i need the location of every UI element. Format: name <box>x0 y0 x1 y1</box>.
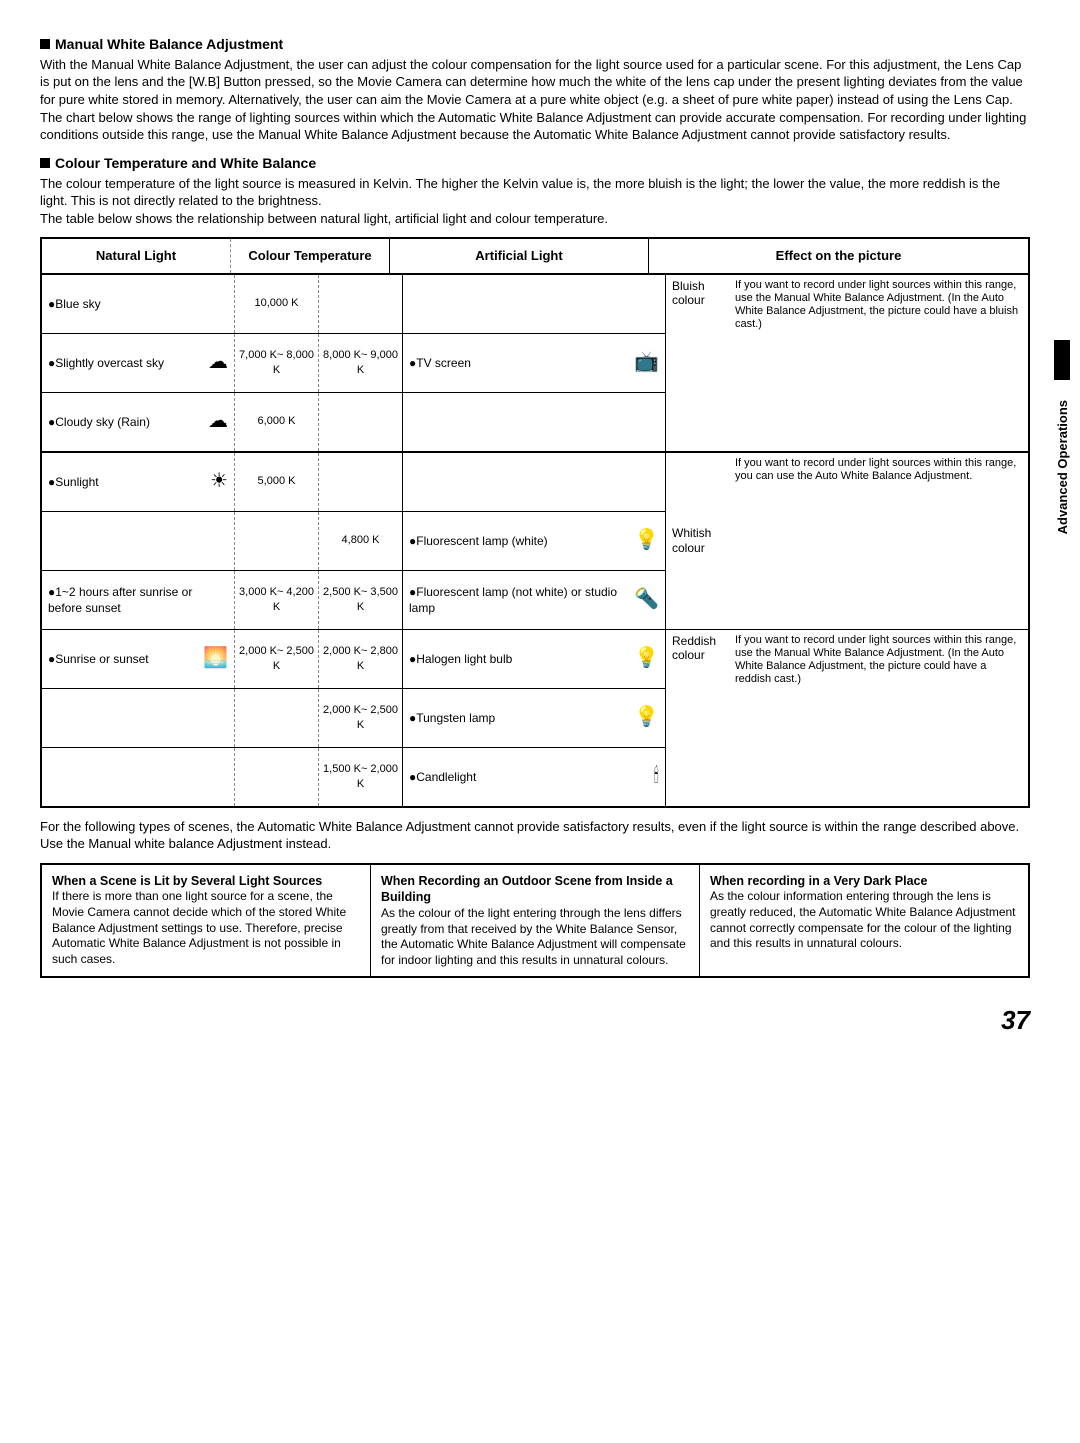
ct2-7: 2,000 K~ 2,500 K <box>319 689 403 747</box>
tv-icon: 📺 <box>634 349 659 376</box>
ct1-7 <box>235 689 319 747</box>
section2-body: The colour temperature of the light sour… <box>40 175 1030 228</box>
box2-title: When recording in a Very Dark Place <box>710 874 927 888</box>
al-6: ●Halogen light bulb💡 <box>403 630 666 688</box>
nl-1: ●Slightly overcast sky☁ <box>42 334 235 392</box>
ct2-3 <box>319 453 403 511</box>
lamp-icon: 🔦 <box>634 586 659 613</box>
nl-2: ●Cloudy sky (Rain)☁ <box>42 393 235 451</box>
th-natural-light: Natural Light <box>42 239 231 273</box>
nl-5: ●1~2 hours after sunrise or before sunse… <box>42 571 235 629</box>
reddish-text: If you want to record under light source… <box>727 634 1022 802</box>
nl-0: ●Blue sky <box>42 275 235 333</box>
candle-icon: 🕯 <box>653 763 659 790</box>
sun-icon: ☀ <box>210 468 228 495</box>
al-2 <box>403 393 666 451</box>
ct2-1: 8,000 K~ 9,000 K <box>319 334 403 392</box>
section1-body: With the Manual White Balance Adjustment… <box>40 56 1030 144</box>
colour-temp-table: Natural Light Colour Temperature Artific… <box>40 237 1030 808</box>
bulb-icon: 💡 <box>634 645 659 672</box>
th-effect: Effect on the picture <box>649 239 1028 273</box>
closing-text: For the following types of scenes, the A… <box>40 818 1030 853</box>
nl-3: ●Sunlight☀ <box>42 453 235 511</box>
box0-text: If there is more than one light source f… <box>52 889 346 965</box>
whitish-text: If you want to record under light source… <box>727 457 1022 625</box>
ct1-4 <box>235 512 319 570</box>
ct2-0 <box>319 275 403 333</box>
scenario-boxes: When a Scene is Lit by Several Light Sou… <box>40 863 1030 979</box>
box-several-sources: When a Scene is Lit by Several Light Sou… <box>42 865 370 977</box>
th-colour-temp: Colour Temperature <box>231 239 390 273</box>
side-tab-box <box>1054 340 1070 380</box>
ct1-6: 2,000 K~ 2,500 K <box>235 630 319 688</box>
box0-title: When a Scene is Lit by Several Light Sou… <box>52 874 322 888</box>
reddish-label: Reddish colour <box>672 634 727 802</box>
bulb-icon: 💡 <box>634 704 659 731</box>
section2-title: Colour Temperature and White Balance <box>40 154 1030 173</box>
al-5: ●Fluorescent lamp (not white) or studio … <box>403 571 666 629</box>
nl-4 <box>42 512 235 570</box>
box1-title: When Recording an Outdoor Scene from Ins… <box>381 874 673 905</box>
al-4: ●Fluorescent lamp (white)💡 <box>403 512 666 570</box>
cloud-icon: ☁ <box>208 408 228 435</box>
ct2-6: 2,000 K~ 2,800 K <box>319 630 403 688</box>
ct1-1: 7,000 K~ 8,000 K <box>235 334 319 392</box>
section1-title-text: Manual White Balance Adjustment <box>55 36 283 52</box>
bluish-label: Bluish colour <box>672 279 727 447</box>
ct2-5: 2,500 K~ 3,500 K <box>319 571 403 629</box>
bluish-text: If you want to record under light source… <box>727 279 1022 447</box>
nl-8 <box>42 748 235 806</box>
cloud-icon: ☁ <box>208 349 228 376</box>
section1-title: Manual White Balance Adjustment <box>40 35 1030 54</box>
ct2-8: 1,500 K~ 2,000 K <box>319 748 403 806</box>
sunrise-icon: 🌅 <box>203 645 228 672</box>
ct2-4: 4,800 K <box>319 512 403 570</box>
page-number: 37 <box>40 1003 1030 1038</box>
al-0 <box>403 275 666 333</box>
th-artificial-light: Artificial Light <box>390 239 649 273</box>
nl-7 <box>42 689 235 747</box>
side-tab: Advanced Operations <box>1054 400 1072 534</box>
al-1: ●TV screen📺 <box>403 334 666 392</box>
box1-text: As the colour of the light entering thro… <box>381 906 686 967</box>
ct1-5: 3,000 K~ 4,200 K <box>235 571 319 629</box>
al-7: ●Tungsten lamp💡 <box>403 689 666 747</box>
ct1-2: 6,000 K <box>235 393 319 451</box>
ct2-2 <box>319 393 403 451</box>
box-outdoor-inside: When Recording an Outdoor Scene from Ins… <box>370 865 699 977</box>
section2-title-text: Colour Temperature and White Balance <box>55 155 316 171</box>
box-dark-place: When recording in a Very Dark PlaceAs th… <box>699 865 1028 977</box>
ct1-3: 5,000 K <box>235 453 319 511</box>
al-8: ●Candlelight🕯 <box>403 748 666 806</box>
ct1-8 <box>235 748 319 806</box>
al-3 <box>403 453 666 511</box>
fluorescent-icon: 💡 <box>634 527 659 554</box>
nl-6: ●Sunrise or sunset🌅 <box>42 630 235 688</box>
whitish-label: Whitish colour <box>672 526 727 555</box>
box2-text: As the colour information entering throu… <box>710 889 1016 950</box>
ct1-0: 10,000 K <box>235 275 319 333</box>
